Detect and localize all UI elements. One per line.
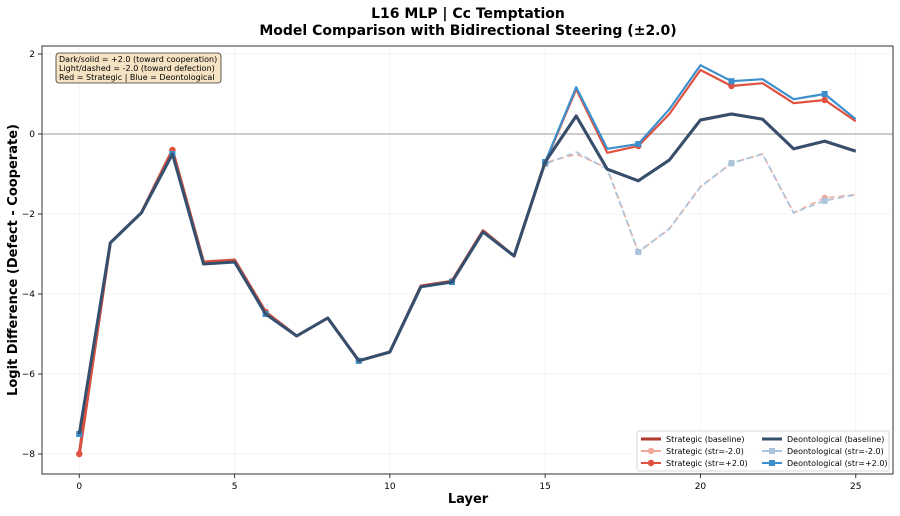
x-tick-label: 0 [76,482,82,492]
y-tick-label: −4 [22,290,36,300]
data-point [728,82,735,90]
legend-marker [769,460,775,466]
data-point [728,78,735,85]
x-axis-label: Layer [448,492,489,507]
grid [42,46,893,474]
y-tick-label: −2 [22,210,35,220]
legend-label: Deontological (baseline) [787,435,884,444]
series-lines [76,64,857,458]
annotation-line: Red = Strategic | Blue = Deontological [59,73,214,82]
series-line [78,151,856,435]
series-line [78,149,856,455]
y-tick-label: 2 [29,50,35,60]
legend-marker [769,448,775,454]
annotation-line: Light/dashed = -2.0 (toward defection) [59,64,215,73]
data-point [635,141,642,147]
series-line [78,64,857,435]
y-tick-label: −6 [22,370,36,380]
series-line [77,112,857,455]
data-point [728,160,735,167]
x-tick-label: 10 [384,482,396,492]
legend-label: Deontological (str=+2.0) [787,459,888,468]
annotation-line: Dark/solid = +2.0 (toward cooperation) [59,55,217,64]
legend-label: Strategic (baseline) [666,435,744,444]
y-tick-label: −8 [22,450,36,460]
x-tick-label: 25 [850,482,861,492]
data-point [821,96,828,104]
x-tick-label: 15 [539,482,550,492]
data-point [76,450,83,458]
x-tick-label: 20 [695,482,707,492]
data-point [635,249,642,255]
data-point [821,197,828,204]
legend-marker [647,459,655,467]
legend-label: Deontological (str=-2.0) [787,447,884,456]
chart-subtitle: Model Comparison with Bidirectional Stee… [259,23,676,39]
y-axis-label: Logit Difference (Defect - Cooperate) [6,124,21,396]
x-tick-label: 5 [232,482,238,492]
annotation-box: Dark/solid = +2.0 (toward cooperation) L… [55,52,222,84]
legend-label: Strategic (str=-2.0) [666,447,744,456]
series-line [78,68,857,455]
plot-frame [41,45,894,475]
legend: Strategic (baseline) Deontological (basel… [636,430,890,472]
y-tick-label: 0 [29,130,35,140]
chart-title: L16 MLP | Cc Temptation [371,6,565,22]
series-line [77,112,857,435]
data-point [821,91,828,97]
legend-label: Strategic (str=+2.0) [666,459,748,468]
legend-marker [647,447,655,455]
